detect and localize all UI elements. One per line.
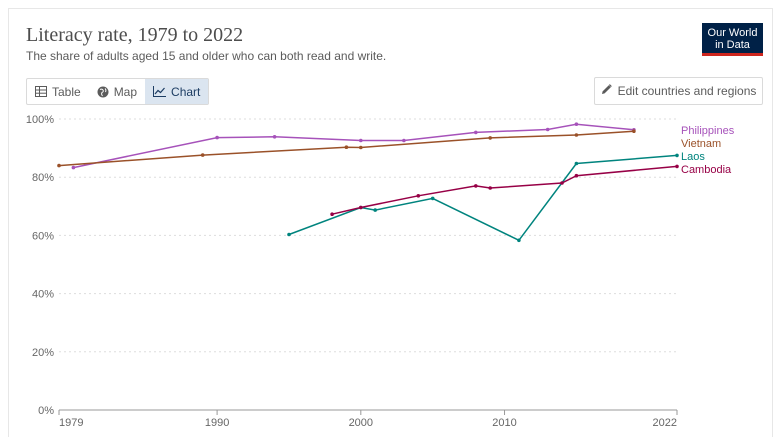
tab-chart[interactable]: Chart: [145, 79, 209, 104]
data-point-laos: [430, 196, 435, 201]
data-point-laos: [287, 232, 291, 237]
data-point-laos: [373, 208, 378, 212]
tab-table[interactable]: Table: [27, 79, 89, 104]
tab-map[interactable]: Map: [89, 79, 145, 104]
edit-countries-button[interactable]: Edit countries and regions: [594, 77, 763, 105]
data-point-cambodia: [416, 194, 421, 198]
data-point-laos: [675, 153, 679, 158]
data-point-cambodia: [330, 212, 334, 216]
data-point-cambodia: [488, 186, 493, 190]
x-tick-label: 1990: [205, 417, 229, 429]
chart-card: [8, 8, 773, 437]
owid-logo[interactable]: Our World in Data: [702, 23, 763, 56]
series-line-philippines: [73, 123, 634, 169]
tab-map-label: Map: [113, 84, 138, 99]
data-point-philippines: [402, 138, 406, 143]
data-point-vietnam: [574, 133, 579, 137]
data-point-philippines: [215, 135, 219, 140]
logo-line-2: in Data: [715, 39, 750, 51]
y-tick-label: 80%: [32, 172, 54, 184]
data-point-philippines: [272, 135, 277, 139]
data-point-cambodia: [675, 164, 679, 169]
globe-icon: [97, 86, 109, 98]
data-point-laos: [574, 161, 579, 166]
logo-accent-bar: [702, 53, 763, 56]
series-line-cambodia: [331, 165, 678, 215]
data-point-philippines: [71, 165, 76, 170]
edit-countries-label: Edit countries and regions: [617, 84, 757, 98]
y-tick-label: 0%: [38, 405, 54, 417]
legend-label-cambodia: Cambodia: [681, 164, 732, 176]
x-tick-label: 2000: [349, 417, 373, 429]
x-tick-label: 1979: [59, 417, 83, 429]
series-line-laos: [288, 154, 678, 242]
data-point-vietnam: [57, 163, 61, 168]
logo-line-1: Our World: [707, 27, 758, 39]
data-point-vietnam: [200, 153, 205, 157]
data-point-philippines: [574, 122, 579, 126]
y-tick-label: 40%: [32, 289, 54, 301]
legend-label-laos: Laos: [681, 151, 705, 163]
x-tick-label: 2022: [653, 417, 677, 429]
data-point-vietnam: [344, 145, 349, 149]
data-point-laos: [517, 238, 521, 243]
data-point-philippines: [545, 127, 550, 132]
data-point-cambodia: [574, 173, 579, 178]
y-tick-label: 100%: [26, 114, 54, 126]
data-point-philippines: [359, 138, 363, 143]
data-point-cambodia: [560, 181, 564, 185]
data-point-vietnam: [488, 136, 493, 140]
legend-label-philippines: Philippines: [681, 125, 735, 137]
tab-table-label: Table: [52, 84, 81, 99]
tab-chart-label: Chart: [171, 84, 201, 99]
line-chart-icon: [153, 86, 167, 97]
data-point-cambodia: [474, 184, 478, 188]
table-icon: [35, 86, 47, 97]
chart-title: Literacy rate, 1979 to 2022: [26, 24, 244, 46]
legend-label-vietnam: Vietnam: [681, 138, 721, 150]
pencil-icon: [601, 84, 612, 98]
y-tick-label: 20%: [32, 347, 54, 359]
view-tabs: Table Map Chart: [26, 78, 210, 105]
x-tick-label: 2010: [492, 417, 516, 429]
data-point-cambodia: [359, 205, 363, 210]
y-tick-label: 60%: [32, 230, 54, 242]
data-point-philippines: [474, 130, 478, 135]
data-point-vietnam: [359, 145, 363, 150]
chart-subtitle: The share of adults aged 15 and older wh…: [26, 49, 387, 63]
data-point-vietnam: [632, 129, 636, 133]
